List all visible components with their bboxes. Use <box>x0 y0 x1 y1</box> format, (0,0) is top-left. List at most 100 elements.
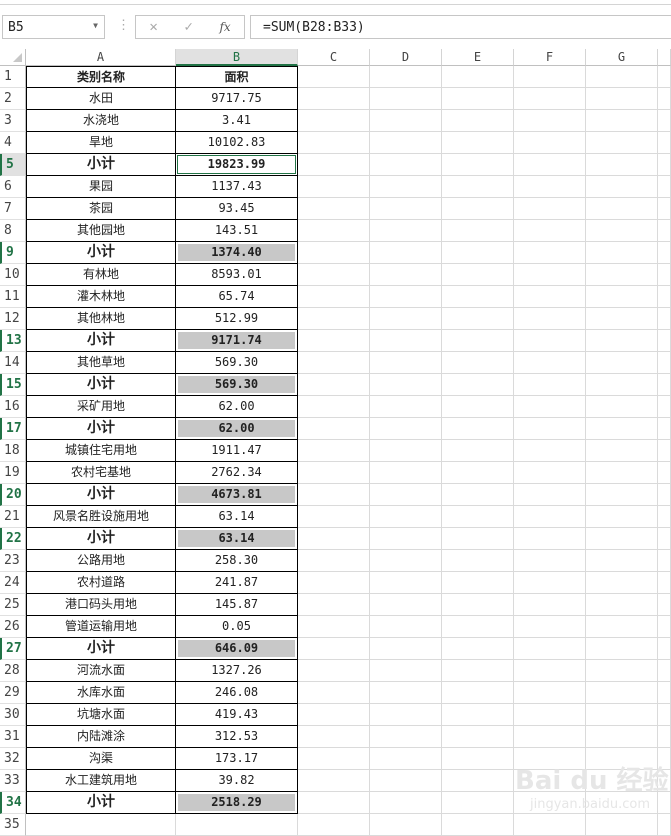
empty-cell[interactable] <box>658 572 671 594</box>
empty-cell[interactable] <box>514 110 586 132</box>
empty-cell[interactable] <box>586 66 658 88</box>
cell-b[interactable]: 258.30 <box>176 550 298 572</box>
empty-cell[interactable] <box>370 132 442 154</box>
empty-cell[interactable] <box>442 88 514 110</box>
row-header[interactable]: 8 <box>0 220 26 242</box>
cell-a[interactable]: 小计 <box>26 484 176 506</box>
empty-cell[interactable] <box>658 110 671 132</box>
cell-a[interactable]: 小计 <box>26 638 176 660</box>
empty-cell[interactable] <box>514 462 586 484</box>
row-header[interactable]: 24 <box>0 572 26 594</box>
empty-cell[interactable] <box>370 176 442 198</box>
empty-cell[interactable] <box>658 286 671 308</box>
empty-cell[interactable] <box>442 726 514 748</box>
empty-cell[interactable] <box>514 418 586 440</box>
empty-cell[interactable] <box>658 726 671 748</box>
fx-icon[interactable]: fx <box>219 20 231 34</box>
cell-a[interactable]: 其他园地 <box>26 220 176 242</box>
empty-cell[interactable] <box>298 154 370 176</box>
empty-cell[interactable] <box>298 462 370 484</box>
cell-b[interactable]: 241.87 <box>176 572 298 594</box>
cell-b[interactable]: 39.82 <box>176 770 298 792</box>
empty-cell[interactable] <box>298 110 370 132</box>
empty-cell[interactable] <box>298 660 370 682</box>
cell-a[interactable]: 有林地 <box>26 264 176 286</box>
empty-cell[interactable] <box>514 792 586 814</box>
empty-cell[interactable] <box>658 330 671 352</box>
row-header[interactable]: 1 <box>0 66 26 88</box>
empty-cell[interactable] <box>586 748 658 770</box>
empty-cell[interactable] <box>514 308 586 330</box>
empty-cell[interactable] <box>442 418 514 440</box>
empty-cell[interactable] <box>658 440 671 462</box>
cell-a[interactable]: 公路用地 <box>26 550 176 572</box>
empty-cell[interactable] <box>370 374 442 396</box>
empty-cell[interactable] <box>442 176 514 198</box>
cell-b[interactable]: 63.14 <box>176 528 298 550</box>
empty-cell[interactable] <box>514 88 586 110</box>
empty-cell[interactable] <box>514 528 586 550</box>
cell-b[interactable]: 面积 <box>176 66 298 88</box>
row-header[interactable]: 21 <box>0 506 26 528</box>
cell-a[interactable]: 小计 <box>26 154 176 176</box>
cell-a[interactable]: 管道运输用地 <box>26 616 176 638</box>
empty-cell[interactable] <box>514 66 586 88</box>
cell-a[interactable]: 旱地 <box>26 132 176 154</box>
empty-cell[interactable] <box>586 132 658 154</box>
empty-cell[interactable] <box>514 396 586 418</box>
empty-cell[interactable] <box>298 726 370 748</box>
empty-cell[interactable] <box>514 440 586 462</box>
empty-cell[interactable] <box>586 682 658 704</box>
empty-cell[interactable] <box>298 770 370 792</box>
empty-cell[interactable] <box>514 616 586 638</box>
cell-b[interactable]: 62.00 <box>176 418 298 440</box>
column-header-a[interactable]: A <box>26 49 176 66</box>
empty-cell[interactable] <box>514 594 586 616</box>
row-header[interactable]: 14 <box>0 352 26 374</box>
empty-cell[interactable] <box>442 506 514 528</box>
row-header[interactable]: 12 <box>0 308 26 330</box>
empty-cell[interactable] <box>586 198 658 220</box>
empty-cell[interactable] <box>658 418 671 440</box>
column-header-d[interactable]: D <box>370 49 442 66</box>
empty-cell[interactable] <box>442 286 514 308</box>
empty-cell[interactable] <box>586 286 658 308</box>
empty-cell[interactable] <box>370 154 442 176</box>
cell-b[interactable]: 9717.75 <box>176 88 298 110</box>
row-header[interactable]: 7 <box>0 198 26 220</box>
select-all-button[interactable] <box>0 49 26 66</box>
cell-a[interactable]: 城镇住宅用地 <box>26 440 176 462</box>
cell-b[interactable]: 569.30 <box>176 374 298 396</box>
empty-cell[interactable] <box>442 154 514 176</box>
empty-cell[interactable] <box>442 704 514 726</box>
empty-cell[interactable] <box>658 682 671 704</box>
cell-b[interactable]: 0.05 <box>176 616 298 638</box>
empty-cell[interactable] <box>586 550 658 572</box>
empty-cell[interactable] <box>442 66 514 88</box>
empty-cell[interactable] <box>298 616 370 638</box>
empty-cell[interactable] <box>514 154 586 176</box>
empty-cell[interactable] <box>586 704 658 726</box>
row-header[interactable]: 33 <box>0 770 26 792</box>
empty-cell[interactable] <box>442 264 514 286</box>
column-header-h[interactable] <box>658 49 671 66</box>
cell-b[interactable]: 1911.47 <box>176 440 298 462</box>
cell-a[interactable]: 水田 <box>26 88 176 110</box>
empty-cell[interactable] <box>586 484 658 506</box>
chevron-down-icon[interactable]: ▼ <box>93 21 98 30</box>
row-header[interactable]: 15 <box>0 374 26 396</box>
row-header[interactable]: 11 <box>0 286 26 308</box>
column-header-f[interactable]: F <box>514 49 586 66</box>
cell-b[interactable]: 65.74 <box>176 286 298 308</box>
empty-cell[interactable] <box>370 396 442 418</box>
empty-cell[interactable] <box>298 506 370 528</box>
empty-cell[interactable] <box>298 176 370 198</box>
empty-cell[interactable] <box>586 264 658 286</box>
empty-cell[interactable] <box>370 286 442 308</box>
cell-a[interactable]: 小计 <box>26 418 176 440</box>
cell-a[interactable]: 农村宅基地 <box>26 462 176 484</box>
empty-cell[interactable] <box>442 572 514 594</box>
empty-cell[interactable] <box>658 220 671 242</box>
cell-a[interactable]: 水浇地 <box>26 110 176 132</box>
empty-cell[interactable] <box>298 792 370 814</box>
